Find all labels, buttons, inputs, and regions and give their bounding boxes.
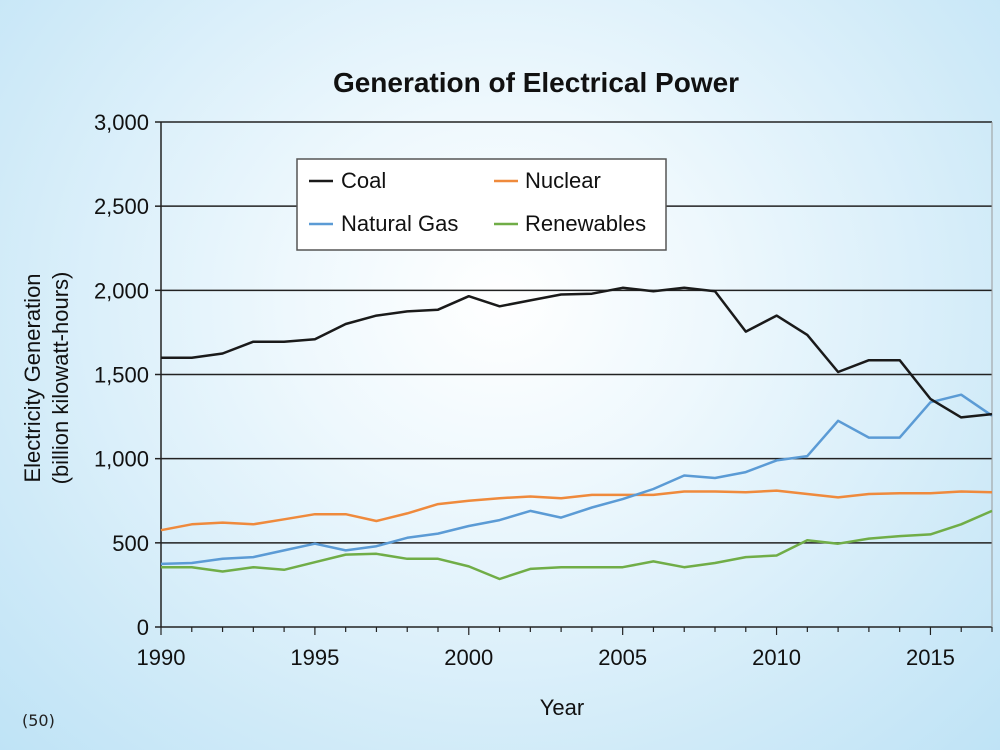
legend-label-natural-gas: Natural Gas <box>341 211 458 236</box>
y-tick-label: 0 <box>137 615 149 640</box>
y-tick-label: 1,500 <box>94 363 149 388</box>
footnote: (50) <box>22 711 55 730</box>
legend-box <box>296 158 667 251</box>
y-axis-label: Electricity Generation (billion kilowatt… <box>20 272 73 485</box>
legend-label-coal: Coal <box>341 168 386 193</box>
legend-label-nuclear: Nuclear <box>525 168 601 193</box>
x-tick-label: 1995 <box>290 645 339 670</box>
y-tick-label: 2,000 <box>94 278 149 303</box>
series-lines <box>160 286 993 581</box>
y-tick-label: 2,500 <box>94 194 149 219</box>
chart-title: Generation of Electrical Power <box>333 67 739 98</box>
x-tick-label: 2000 <box>444 645 493 670</box>
series-line-nuclear <box>160 489 993 532</box>
y-tick-label: 1,000 <box>94 447 149 472</box>
x-axis-label: Year <box>540 695 584 720</box>
x-tick-label: 2005 <box>598 645 647 670</box>
series-line-renewables <box>161 509 993 581</box>
series-line-coal <box>161 286 993 419</box>
y-axis-label-line1: Electricity Generation <box>20 273 45 482</box>
legend-label-renewables: Renewables <box>525 211 646 236</box>
y-tick-label: 3,000 <box>94 110 149 135</box>
x-axis-ticks: 1990 1995 2000 2005 2010 2015 <box>137 627 993 670</box>
series-line-natural-gas <box>160 393 993 566</box>
legend: Coal Nuclear Natural Gas Renewables <box>296 158 667 251</box>
x-tick-label: 1990 <box>137 645 186 670</box>
y-axis-label-line2: (billion kilowatt-hours) <box>48 272 73 485</box>
y-axis-ticks: 0 500 1,000 1,500 2,000 2,500 3,000 <box>94 110 161 640</box>
x-tick-label: 2010 <box>752 645 801 670</box>
y-tick-label: 500 <box>112 531 149 556</box>
x-tick-label: 2015 <box>906 645 955 670</box>
